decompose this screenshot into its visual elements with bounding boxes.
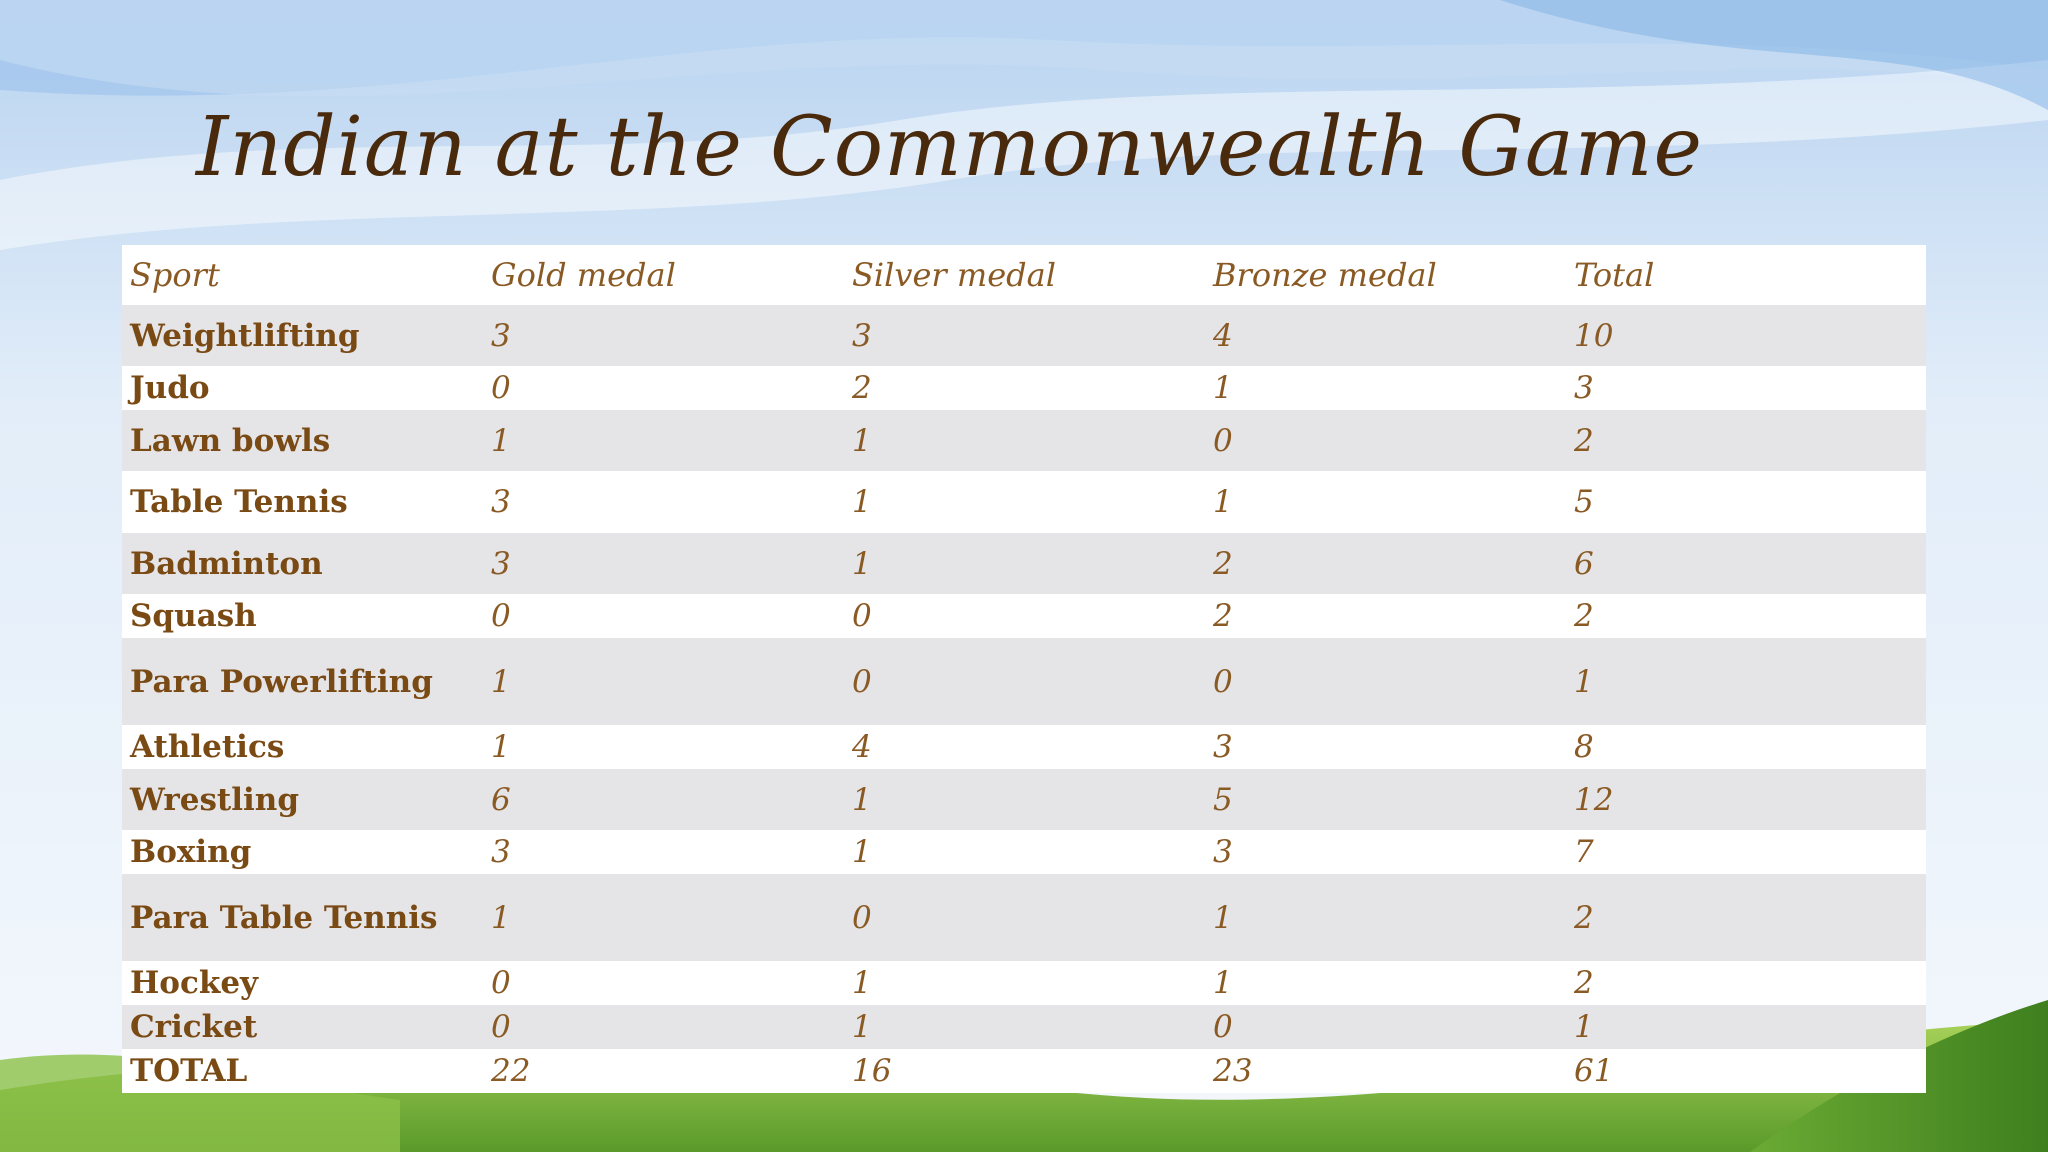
cell-gold: 3 [491, 834, 511, 870]
cell-sport: Athletics [130, 729, 285, 765]
table-header-row: Sport Gold medal Silver medal Bronze med… [122, 245, 1926, 305]
cell-bronze: 1 [1213, 965, 1233, 1001]
cell-bronze: 0 [1213, 1009, 1233, 1045]
cell-gold: 1 [491, 899, 511, 936]
header-sport: Sport [130, 256, 220, 294]
cell-total: 7 [1574, 834, 1594, 870]
table-row: Boxing 3 1 3 7 [122, 830, 1926, 874]
cell-total: 2 [1574, 965, 1594, 1001]
page-title: Indian at the Commonwealth Game [196, 100, 1704, 195]
cell-bronze: 4 [1213, 317, 1233, 354]
table-row: Hockey 0 1 1 2 [122, 961, 1926, 1005]
header-silver-medal: Silver medal [852, 256, 1056, 294]
cell-gold: 6 [491, 781, 511, 818]
cell-bronze: 0 [1213, 663, 1233, 700]
header-gold-medal: Gold medal [491, 256, 676, 294]
cell-silver: 1 [852, 781, 872, 818]
table-total-row: TOTAL 22 16 23 61 [122, 1049, 1926, 1093]
cell-sport: Table Tennis [130, 484, 348, 520]
cell-gold: 3 [491, 317, 511, 354]
cell-gold: 22 [491, 1053, 531, 1089]
cell-sport: Cricket [130, 1009, 258, 1045]
cell-bronze: 5 [1213, 781, 1233, 818]
table-row: Cricket 0 1 0 1 [122, 1005, 1926, 1049]
cell-gold: 1 [491, 422, 511, 459]
cell-sport: Wrestling [130, 781, 300, 818]
cell-silver: 1 [852, 545, 872, 582]
cell-bronze: 2 [1213, 598, 1233, 634]
cell-bronze: 3 [1213, 834, 1233, 870]
cell-gold: 0 [491, 598, 511, 634]
cell-silver: 1 [852, 1009, 872, 1045]
cell-silver: 2 [852, 370, 872, 406]
cell-total: 61 [1574, 1053, 1614, 1089]
table-row: Squash 0 0 2 2 [122, 594, 1926, 638]
cell-bronze: 1 [1213, 484, 1233, 520]
cell-bronze: 2 [1213, 545, 1233, 582]
table-body: Weightlifting 3 3 4 10 Judo 0 2 1 3 Lawn… [122, 305, 1926, 1093]
cell-total: 2 [1574, 899, 1594, 936]
table-row: Para Powerlifting 1 0 0 1 [122, 638, 1926, 725]
table-row: Lawn bowls 1 1 0 2 [122, 410, 1926, 471]
header-total: Total [1574, 256, 1655, 294]
cell-bronze: 23 [1213, 1053, 1253, 1089]
cell-total: 2 [1574, 422, 1594, 459]
cell-bronze: 3 [1213, 729, 1233, 765]
cell-silver: 1 [852, 422, 872, 459]
cell-sport: Badminton [130, 545, 323, 582]
cell-gold: 1 [491, 729, 511, 765]
cell-gold: 1 [491, 663, 511, 700]
cell-sport: Boxing [130, 834, 252, 870]
medal-table: Sport Gold medal Silver medal Bronze med… [122, 245, 1926, 1093]
cell-total: 5 [1574, 484, 1594, 520]
cell-silver: 0 [852, 899, 872, 936]
cell-silver: 0 [852, 663, 872, 700]
table-row: Weightlifting 3 3 4 10 [122, 305, 1926, 366]
cell-sport: Hockey [130, 965, 259, 1001]
cell-gold: 0 [491, 1009, 511, 1045]
cell-bronze: 0 [1213, 422, 1233, 459]
cell-total: 1 [1574, 663, 1594, 700]
cell-gold: 3 [491, 545, 511, 582]
cell-silver: 0 [852, 598, 872, 634]
cell-sport: Lawn bowls [130, 422, 331, 459]
cell-silver: 16 [852, 1053, 892, 1089]
cell-sport: Para Powerlifting [130, 663, 433, 700]
cell-gold: 0 [491, 965, 511, 1001]
cell-silver: 1 [852, 484, 872, 520]
table-row: Table Tennis 3 1 1 5 [122, 471, 1926, 533]
cell-total: 1 [1574, 1009, 1594, 1045]
cell-sport: Para Table Tennis [130, 899, 438, 936]
cell-total: 8 [1574, 729, 1594, 765]
cell-silver: 1 [852, 834, 872, 870]
cell-bronze: 1 [1213, 370, 1233, 406]
cell-gold: 3 [491, 484, 511, 520]
cell-total: 12 [1574, 781, 1614, 818]
cell-sport: TOTAL [130, 1053, 248, 1089]
cell-sport: Squash [130, 598, 257, 634]
cell-sport: Judo [130, 370, 210, 406]
table-row: Judo 0 2 1 3 [122, 366, 1926, 410]
cell-total: 6 [1574, 545, 1594, 582]
table-row: Athletics 1 4 3 8 [122, 725, 1926, 769]
cell-silver: 4 [852, 729, 872, 765]
cell-bronze: 1 [1213, 899, 1233, 936]
cell-total: 2 [1574, 598, 1594, 634]
table-row: Badminton 3 1 2 6 [122, 533, 1926, 594]
cell-sport: Weightlifting [130, 317, 360, 354]
cell-silver: 1 [852, 965, 872, 1001]
cell-total: 10 [1574, 317, 1614, 354]
table-row: Para Table Tennis 1 0 1 2 [122, 874, 1926, 961]
cell-silver: 3 [852, 317, 872, 354]
table-row: Wrestling 6 1 5 12 [122, 769, 1926, 830]
cell-gold: 0 [491, 370, 511, 406]
header-bronze-medal: Bronze medal [1213, 256, 1437, 294]
cell-total: 3 [1574, 370, 1594, 406]
